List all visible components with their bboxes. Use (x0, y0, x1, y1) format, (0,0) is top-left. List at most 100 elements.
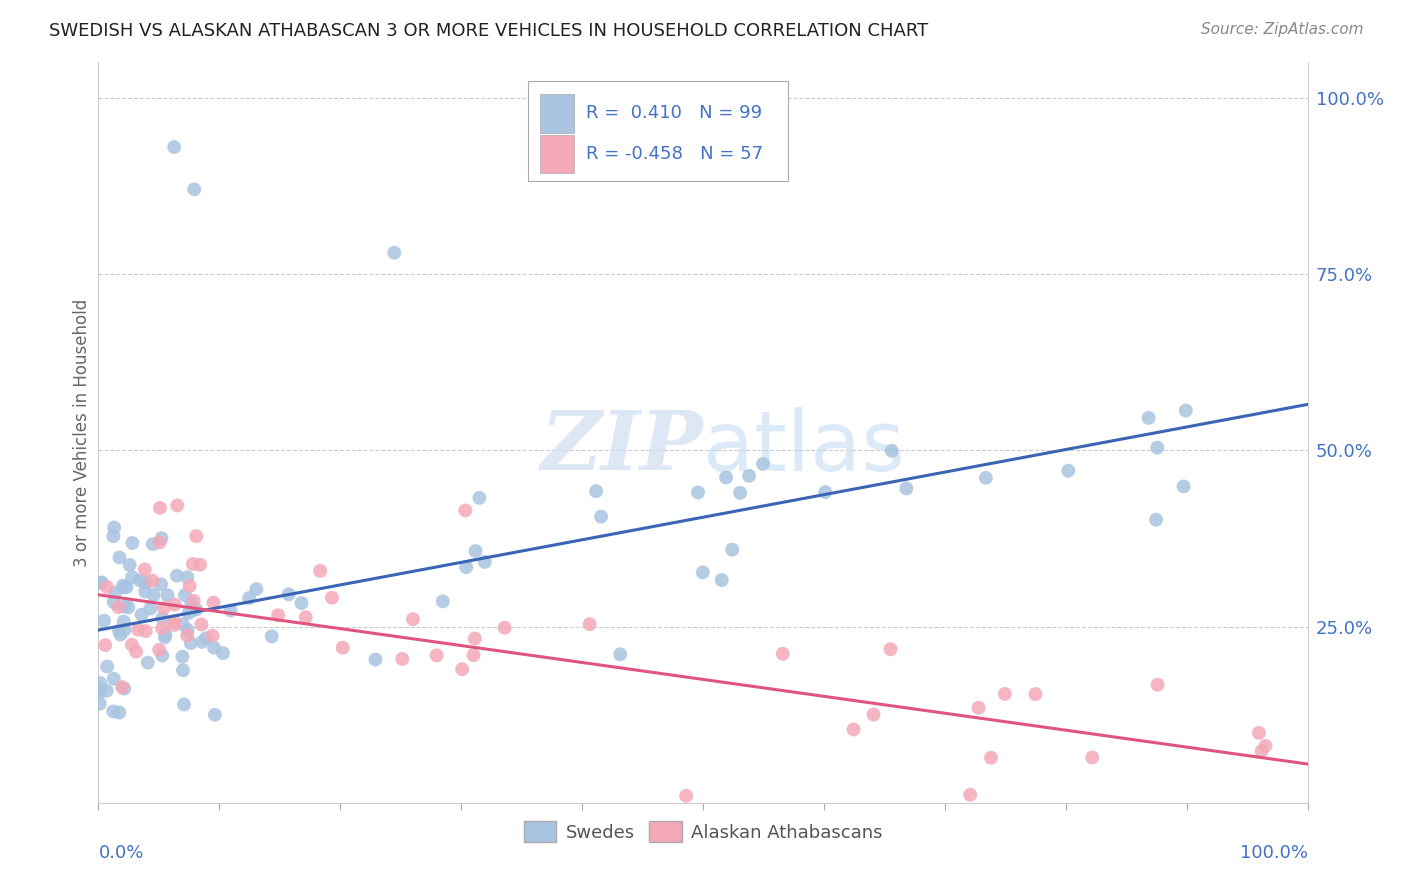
Point (464, 632, 486, 646)
Point (142, 588, 165, 602)
Point (426, 648, 449, 663)
Point (1081, 750, 1104, 764)
Point (183, 594, 205, 608)
Point (103, 705, 125, 719)
Point (166, 499, 188, 513)
Point (89, 697, 111, 711)
Point (201, 629, 224, 643)
Point (1146, 441, 1168, 455)
Point (121, 570, 143, 584)
Point (112, 615, 135, 629)
Point (89, 676, 111, 690)
Point (150, 621, 173, 635)
Point (181, 557, 204, 571)
Point (260, 629, 283, 643)
Point (188, 558, 211, 572)
Point (880, 443, 903, 458)
Point (1173, 479, 1195, 493)
Point (1250, 744, 1272, 758)
Point (464, 544, 486, 558)
Point (118, 558, 141, 572)
Point (692, 566, 714, 580)
Text: ZIP: ZIP (540, 408, 703, 487)
Point (108, 624, 131, 638)
Point (585, 484, 607, 499)
Point (1137, 410, 1160, 425)
Point (108, 706, 131, 720)
Point (134, 562, 156, 576)
Point (591, 509, 613, 524)
Point (172, 663, 194, 677)
Point (128, 574, 150, 588)
Point (245, 582, 267, 596)
Point (364, 652, 387, 666)
Point (152, 601, 174, 615)
Point (90, 575, 112, 590)
Point (131, 607, 153, 622)
Point (1247, 726, 1270, 740)
Point (862, 707, 884, 722)
Point (163, 615, 186, 629)
Point (150, 577, 173, 591)
Point (186, 602, 208, 616)
Point (139, 601, 162, 615)
Point (202, 596, 225, 610)
Point (1144, 513, 1167, 527)
Point (191, 635, 214, 649)
Point (174, 588, 197, 602)
Point (180, 636, 202, 650)
Point (202, 640, 225, 655)
Point (321, 591, 343, 605)
Point (90, 576, 112, 591)
Point (451, 662, 474, 676)
Text: 0.0%: 0.0% (98, 844, 143, 862)
Point (103, 529, 125, 543)
Point (195, 631, 218, 645)
Point (721, 542, 744, 557)
Point (108, 550, 131, 565)
Point (112, 681, 135, 696)
Point (738, 468, 761, 483)
Point (332, 640, 354, 655)
Point (104, 586, 127, 600)
Point (155, 628, 177, 642)
Point (176, 570, 198, 584)
Point (115, 580, 138, 594)
Point (117, 600, 139, 615)
Point (402, 612, 425, 626)
Point (1057, 464, 1080, 478)
Point (179, 579, 201, 593)
Point (142, 537, 165, 551)
Point (204, 707, 226, 722)
Point (103, 595, 125, 609)
Point (728, 485, 751, 500)
Point (148, 642, 170, 657)
Point (96, 683, 118, 698)
Point (183, 182, 205, 196)
Point (494, 621, 516, 635)
Point (177, 623, 200, 637)
Point (121, 638, 143, 652)
Point (150, 611, 173, 625)
Point (772, 647, 794, 661)
Point (94, 638, 117, 652)
Point (166, 568, 188, 582)
Point (1254, 739, 1277, 753)
Point (686, 485, 709, 500)
Text: 100.0%: 100.0% (1240, 844, 1308, 862)
Point (176, 628, 198, 642)
Point (149, 500, 172, 515)
Point (190, 617, 212, 632)
Point (127, 623, 149, 637)
Point (156, 588, 179, 602)
Point (675, 789, 697, 803)
Point (212, 646, 235, 660)
Point (994, 687, 1017, 701)
Point (96, 580, 118, 594)
Point (456, 560, 478, 574)
Point (432, 594, 454, 608)
Point (125, 644, 148, 658)
Point (180, 596, 202, 610)
Point (112, 599, 135, 614)
Point (181, 603, 204, 617)
